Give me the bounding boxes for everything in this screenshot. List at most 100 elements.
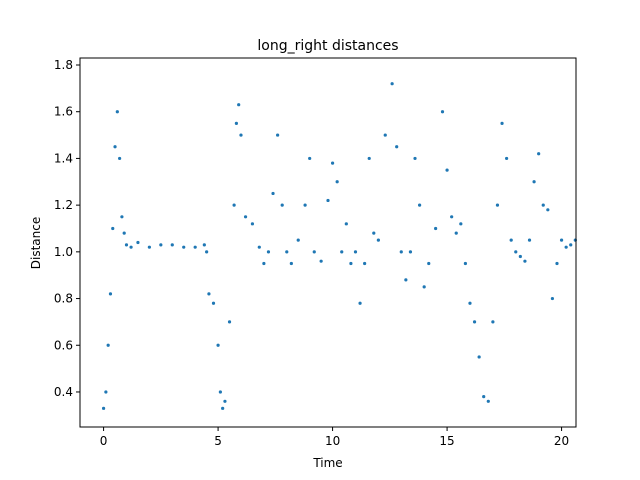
data-point bbox=[482, 395, 486, 399]
data-point bbox=[413, 156, 417, 161]
data-point bbox=[129, 245, 133, 249]
data-point bbox=[363, 261, 367, 266]
data-point bbox=[463, 261, 467, 266]
data-point bbox=[239, 133, 243, 137]
data-point bbox=[257, 245, 261, 249]
data-point bbox=[399, 250, 403, 254]
data-point bbox=[108, 292, 113, 296]
data-point bbox=[390, 82, 394, 86]
data-point bbox=[276, 133, 280, 137]
data-point bbox=[408, 250, 413, 254]
y-axis-label: Distance bbox=[29, 217, 43, 269]
data-point bbox=[221, 406, 225, 410]
x-axis-ticks: 0 5 10 15 20 bbox=[100, 427, 569, 448]
data-point bbox=[115, 110, 119, 114]
y-tick-label: 1.8 bbox=[54, 58, 73, 72]
data-point bbox=[227, 320, 232, 324]
data-point bbox=[223, 399, 227, 403]
data-point bbox=[159, 243, 163, 247]
data-point bbox=[434, 226, 438, 231]
plot-frame bbox=[79, 57, 577, 428]
data-point bbox=[303, 203, 307, 207]
data-point bbox=[296, 238, 300, 242]
data-points bbox=[101, 82, 577, 410]
x-axis-label: Time bbox=[312, 456, 342, 470]
data-point bbox=[440, 110, 445, 114]
data-point bbox=[232, 203, 236, 207]
data-point bbox=[427, 261, 431, 266]
data-point bbox=[136, 240, 140, 245]
data-point bbox=[555, 261, 559, 266]
data-point bbox=[509, 238, 513, 242]
data-point bbox=[459, 222, 463, 226]
data-point bbox=[541, 203, 545, 207]
data-point bbox=[358, 301, 362, 305]
data-point bbox=[193, 245, 197, 249]
data-point bbox=[335, 180, 339, 184]
data-point bbox=[106, 343, 110, 347]
data-point bbox=[205, 250, 209, 254]
data-point bbox=[147, 245, 151, 249]
data-point bbox=[216, 343, 220, 347]
data-point bbox=[182, 245, 186, 249]
data-point bbox=[211, 301, 216, 305]
y-tick-label: 0.8 bbox=[54, 292, 73, 306]
data-point bbox=[308, 156, 312, 161]
data-point bbox=[477, 355, 481, 359]
data-point bbox=[202, 243, 206, 247]
data-point bbox=[120, 215, 124, 219]
data-point bbox=[353, 250, 358, 254]
y-tick-label: 1.0 bbox=[54, 245, 73, 259]
data-point bbox=[207, 292, 211, 296]
data-point bbox=[113, 145, 117, 149]
data-point bbox=[124, 243, 129, 247]
data-point bbox=[395, 145, 399, 149]
y-tick-label: 1.6 bbox=[54, 105, 73, 119]
x-tick-label: 0 bbox=[100, 434, 108, 448]
data-point bbox=[289, 261, 293, 266]
chart-title: long_right distances bbox=[257, 38, 398, 54]
data-point bbox=[104, 390, 108, 394]
data-point bbox=[491, 320, 495, 324]
data-point bbox=[404, 278, 408, 282]
y-tick-label: 0.4 bbox=[54, 385, 73, 399]
data-point bbox=[344, 222, 348, 226]
data-point bbox=[285, 250, 289, 254]
data-point bbox=[367, 156, 371, 161]
data-point bbox=[564, 245, 568, 249]
data-point bbox=[495, 203, 500, 207]
data-point bbox=[243, 215, 248, 219]
data-point bbox=[445, 168, 449, 172]
data-point bbox=[376, 238, 380, 242]
data-point bbox=[546, 208, 550, 212]
data-point bbox=[537, 152, 541, 156]
data-point bbox=[518, 254, 522, 259]
data-point bbox=[527, 238, 532, 242]
data-point bbox=[349, 261, 353, 266]
data-point bbox=[101, 406, 106, 410]
data-point bbox=[237, 103, 241, 107]
data-point bbox=[383, 133, 387, 137]
data-point bbox=[118, 156, 122, 161]
data-point bbox=[312, 250, 316, 254]
data-point bbox=[262, 261, 266, 266]
y-tick-label: 1.4 bbox=[54, 151, 73, 165]
data-point bbox=[340, 250, 344, 254]
data-point bbox=[326, 198, 330, 203]
data-point bbox=[532, 180, 536, 184]
data-point bbox=[450, 215, 454, 219]
data-point bbox=[422, 285, 426, 289]
data-point bbox=[271, 191, 275, 196]
data-point bbox=[418, 203, 422, 207]
data-point bbox=[234, 121, 238, 125]
y-axis-ticks: 0.4 0.6 0.8 1.0 1.2 1.4 1.6 1.8 bbox=[54, 58, 80, 399]
data-point bbox=[523, 259, 527, 263]
data-point bbox=[266, 250, 271, 254]
data-point bbox=[454, 231, 458, 235]
x-tick-label: 20 bbox=[554, 434, 569, 448]
data-point bbox=[218, 390, 222, 394]
data-point bbox=[468, 301, 472, 305]
data-point bbox=[330, 161, 335, 165]
data-point bbox=[111, 226, 115, 231]
